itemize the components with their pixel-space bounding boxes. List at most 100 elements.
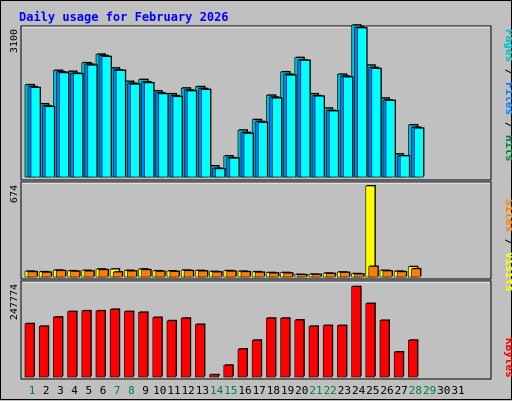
- bar-sites: [226, 271, 237, 278]
- bar-kbytes: [280, 317, 290, 378]
- day-label: 15: [224, 384, 237, 397]
- day-label: 11: [167, 384, 180, 397]
- bar-sites: [368, 266, 379, 278]
- bar-pages: [158, 93, 169, 178]
- bar-pages: [215, 168, 225, 178]
- day-label: 20: [295, 384, 308, 397]
- legend-entry: Files: [503, 82, 512, 115]
- bar-sites: [340, 272, 350, 278]
- bar-pages: [229, 158, 240, 178]
- day-axis: 1 2 3 4 5 6 7 8 9 10 11 12 13 14 15 16 17 18 19 20 21 22 23 24 2…: [29, 384, 465, 397]
- day-label: 26: [380, 384, 393, 397]
- panel-pages-files-hits: 3100: [9, 24, 492, 181]
- bar-kbytes: [266, 317, 276, 378]
- bar-pages: [300, 60, 311, 178]
- day-label: 3: [57, 384, 64, 397]
- panel-kbytes: 247774: [9, 280, 492, 380]
- day-label: 7: [114, 384, 121, 397]
- bar-pages: [130, 84, 140, 178]
- bar-sites: [240, 271, 251, 278]
- bar-pages: [286, 75, 296, 178]
- bar-kbytes: [53, 316, 63, 378]
- bar-sites: [311, 274, 322, 278]
- bar-sites: [325, 273, 336, 278]
- bar-kbytes: [294, 319, 305, 378]
- bar-sites: [127, 270, 137, 278]
- day-label: 13: [196, 384, 209, 397]
- bar-sites: [112, 271, 123, 278]
- bar-kbytes: [152, 317, 163, 378]
- day-label: 28: [409, 384, 422, 397]
- day-label: 23: [338, 384, 351, 397]
- legend-entry: /: [503, 232, 512, 252]
- bar-sites: [354, 273, 364, 278]
- day-label: 29: [423, 384, 436, 397]
- bar-pages: [328, 110, 339, 178]
- bar-sites: [297, 274, 308, 278]
- day-label: 1: [29, 384, 36, 397]
- bar-kbytes: [166, 320, 177, 378]
- bar-pages: [414, 128, 424, 178]
- bar-kbytes: [138, 312, 148, 378]
- day-label: 31: [451, 384, 464, 397]
- bar-visits: [365, 185, 376, 278]
- bar-sites: [396, 271, 407, 278]
- bar-pages: [371, 68, 382, 178]
- bar-kbytes: [322, 325, 333, 378]
- day-label: 14: [210, 384, 224, 397]
- day-label: 30: [437, 384, 450, 397]
- bar-pages: [30, 87, 41, 178]
- bar-pages: [257, 122, 268, 178]
- y-tick-label: 3100: [9, 29, 20, 53]
- bar-sites: [183, 270, 194, 278]
- bar-sites: [411, 268, 421, 278]
- y-tick-label: 674: [9, 185, 20, 203]
- legend-entry: Visits: [503, 252, 512, 292]
- day-label: 5: [85, 384, 92, 397]
- bar-sites: [84, 270, 95, 278]
- day-label: 21: [309, 384, 322, 397]
- bar-pages: [59, 72, 69, 178]
- bar-pages: [357, 27, 367, 178]
- legend-bottom: KBytes: [503, 338, 512, 378]
- legend-entry: /: [503, 62, 512, 82]
- bar-kbytes: [393, 351, 404, 378]
- legend-entry: Sites: [503, 199, 512, 232]
- day-label: 27: [395, 384, 408, 397]
- day-label: 16: [238, 384, 251, 397]
- bar-pages: [115, 70, 126, 178]
- bar-sites: [254, 272, 265, 278]
- bar-sites: [27, 271, 38, 278]
- bar-kbytes: [379, 320, 390, 378]
- bar-pages: [343, 76, 353, 178]
- bar-sites: [98, 269, 109, 278]
- bar-kbytes: [237, 348, 248, 378]
- day-label: 2: [43, 384, 50, 397]
- day-label: 10: [153, 384, 166, 397]
- day-label: 8: [128, 384, 135, 397]
- bar-sites: [269, 272, 279, 278]
- bar-sites: [212, 271, 222, 278]
- legend-entry: Hits: [503, 135, 512, 162]
- day-label: 4: [71, 384, 78, 397]
- legend-entry: KBytes: [503, 338, 512, 378]
- panel-sites-visits: 674: [9, 181, 492, 280]
- bar-pages: [144, 82, 154, 178]
- bar-kbytes: [209, 374, 219, 378]
- bar-kbytes: [38, 326, 49, 378]
- bar-pages: [314, 96, 325, 178]
- bar-sites: [56, 270, 66, 278]
- bar-sites: [283, 272, 293, 278]
- bar-sites: [198, 270, 208, 278]
- bar-kbytes: [124, 311, 134, 378]
- day-label: 19: [281, 384, 294, 397]
- bar-pages: [101, 56, 112, 178]
- bar-sites: [155, 271, 166, 278]
- legend-middle: Sites / Visits: [503, 199, 512, 292]
- day-label: 6: [100, 384, 107, 397]
- bar-kbytes: [408, 339, 418, 378]
- bar-kbytes: [351, 286, 361, 378]
- bar-kbytes: [223, 364, 234, 378]
